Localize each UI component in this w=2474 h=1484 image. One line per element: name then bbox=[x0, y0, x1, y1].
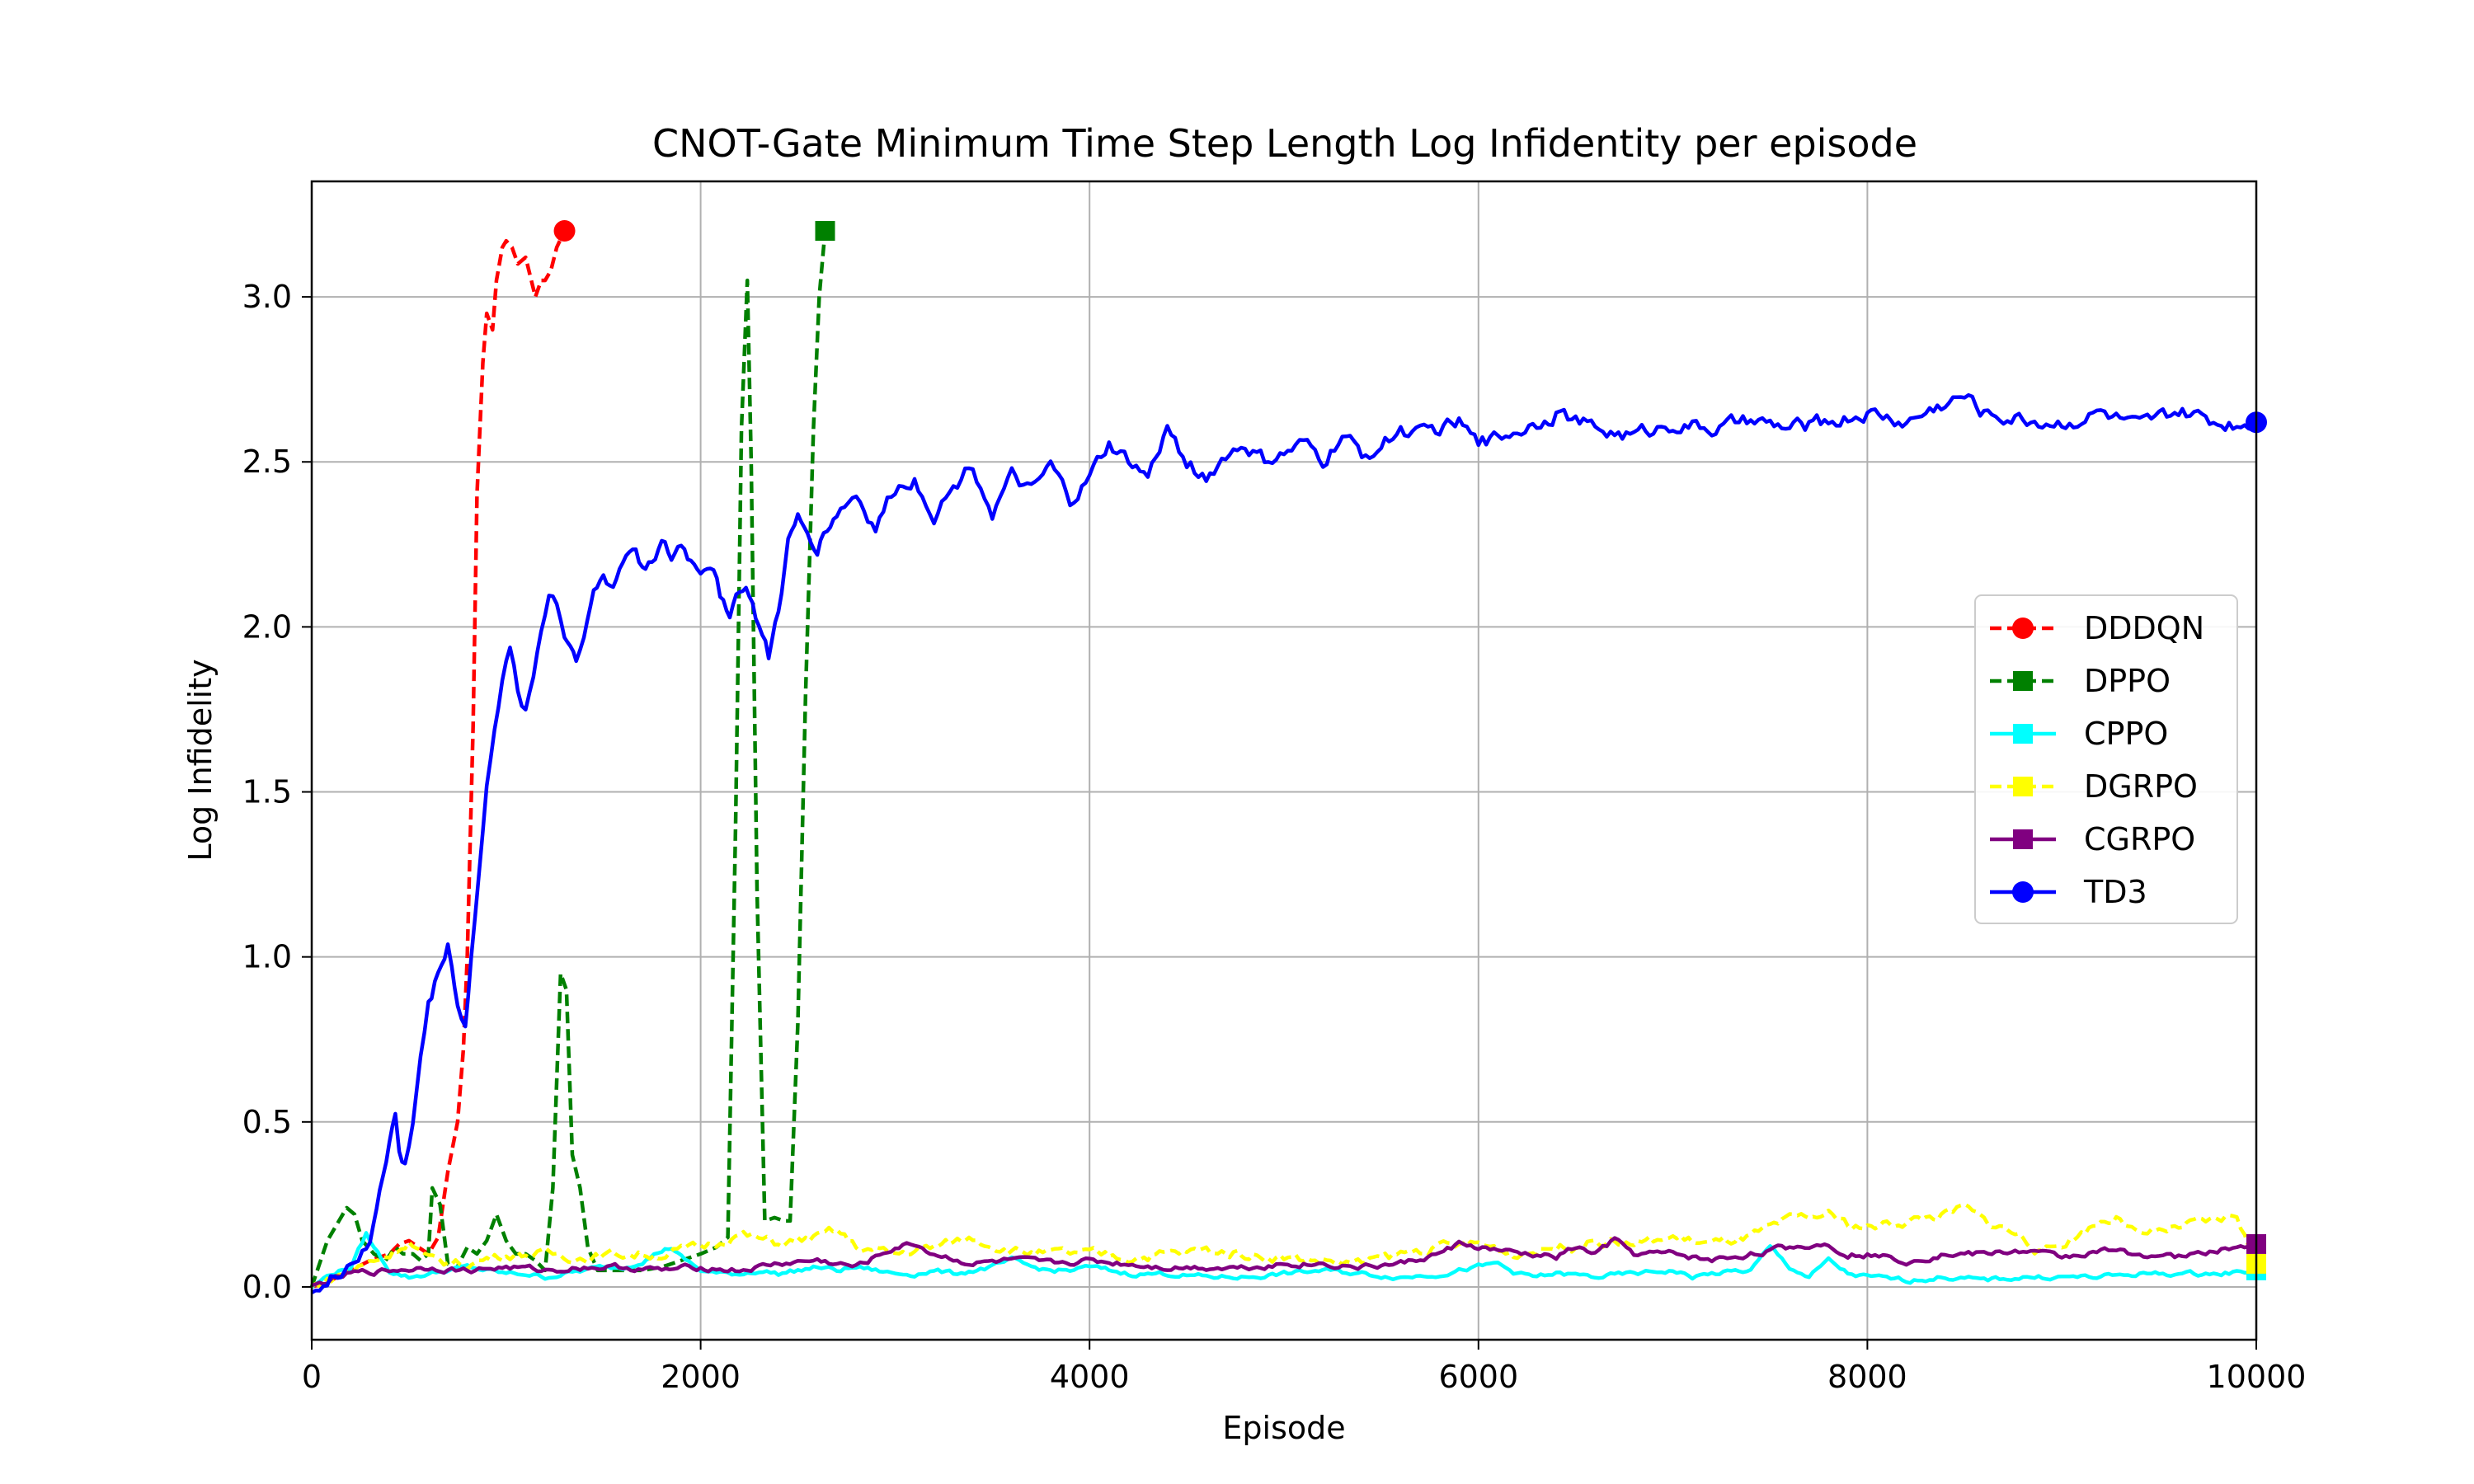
x-tick-label: 8000 bbox=[1827, 1359, 1907, 1395]
series-layer bbox=[309, 220, 2267, 1294]
series-line-cppo bbox=[310, 1231, 2257, 1289]
legend-box bbox=[1974, 594, 2238, 924]
plot-frame bbox=[310, 180, 2258, 1341]
x-tick-label: 10000 bbox=[2207, 1359, 2307, 1395]
legend-label: DPPO bbox=[2084, 663, 2171, 699]
series-end-marker bbox=[553, 220, 576, 242]
y-tick-label: 1.5 bbox=[242, 774, 292, 810]
legend-label: CPPO bbox=[2084, 716, 2168, 752]
y-tick-label: 1.0 bbox=[242, 939, 292, 975]
legend-marker bbox=[2013, 777, 2033, 796]
series-line-cgrpo bbox=[311, 1236, 2257, 1288]
x-tick-label: 2000 bbox=[661, 1359, 741, 1395]
legend-label: CGRPO bbox=[2084, 821, 2195, 857]
y-axis-label: Log Infidelity bbox=[182, 659, 219, 861]
legend-marker bbox=[2013, 829, 2033, 849]
legend-marker bbox=[2013, 724, 2033, 744]
series-line-td3 bbox=[310, 392, 2258, 1294]
legend-marker bbox=[2012, 881, 2034, 903]
legend-label: TD3 bbox=[2083, 874, 2147, 910]
legend-marker bbox=[2013, 671, 2033, 691]
grid bbox=[311, 181, 2257, 1340]
x-axis-label: Episode bbox=[1222, 1410, 1345, 1446]
y-tick-label: 0.0 bbox=[242, 1269, 292, 1305]
series-line-dgrpo bbox=[310, 1202, 2259, 1289]
legend-marker bbox=[2012, 618, 2034, 639]
legend: DDDQN DPPO CPPO DGRPO CGRPO TD3 bbox=[1974, 594, 2238, 924]
x-tick-label: 0 bbox=[302, 1359, 322, 1395]
ticks: 0 2000 4000 6000 8000 10000 0.0 0.5 1.0 1.5 2.0 2.5… bbox=[242, 279, 2307, 1395]
series-end-marker bbox=[815, 221, 835, 242]
x-tick-label: 6000 bbox=[1438, 1359, 1518, 1395]
y-tick-label: 2.0 bbox=[242, 608, 292, 645]
legend-label: DGRPO bbox=[2084, 768, 2198, 805]
legend-label: DDDQN bbox=[2084, 610, 2204, 646]
y-tick-label: 2.5 bbox=[242, 444, 292, 480]
x-tick-label: 4000 bbox=[1050, 1359, 1130, 1395]
series-line-dppo bbox=[309, 230, 827, 1288]
y-tick-label: 3.0 bbox=[242, 279, 292, 315]
chart-title: CNOT-Gate Minimum Time Step Length Log I… bbox=[652, 121, 1917, 166]
y-tick-label: 0.5 bbox=[242, 1104, 292, 1140]
